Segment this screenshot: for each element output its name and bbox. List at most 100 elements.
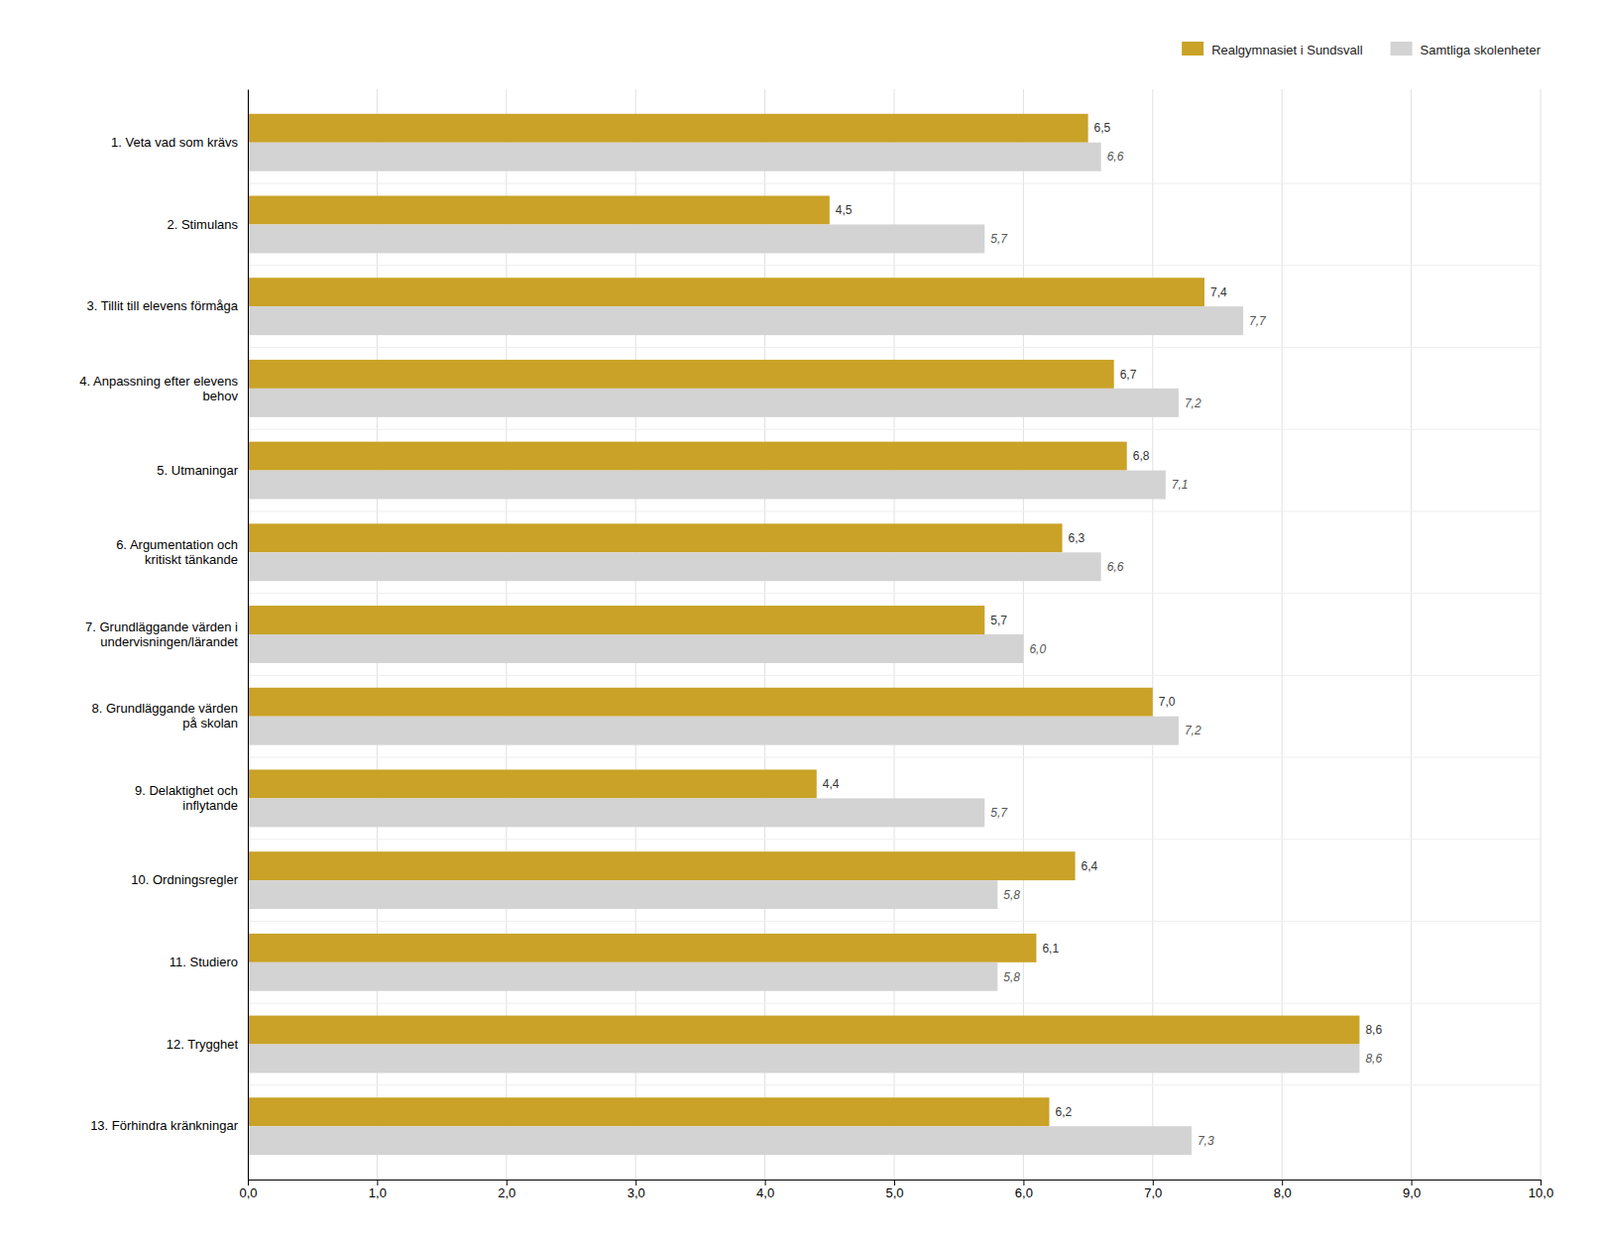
bar	[247, 798, 985, 827]
bar-series	[247, 114, 1360, 1127]
y-tick: 12. Trygghet	[166, 1036, 248, 1052]
x-tick: 1,0	[368, 1179, 387, 1201]
bar	[247, 1016, 1360, 1045]
bar	[247, 196, 830, 226]
data-label: 7,2	[1184, 723, 1202, 738]
y-tick: 9. Delaktighet ochinflytande	[134, 783, 248, 813]
data-label: 5,7	[990, 231, 1009, 246]
data-label: 7,7	[1249, 314, 1267, 329]
bar	[247, 470, 1166, 500]
bar	[247, 552, 1102, 581]
bars	[247, 114, 1360, 1155]
data-label: 6,1	[1041, 941, 1059, 956]
x-tick: 6,0	[1015, 1179, 1033, 1201]
bar	[247, 442, 1128, 471]
y-tick: 11. Studiero	[169, 954, 248, 970]
x-tick-label: 5,0	[885, 1185, 904, 1201]
separator	[247, 757, 1541, 759]
data-label: 7,4	[1210, 285, 1228, 300]
data-label: 6,6	[1107, 560, 1125, 574]
y-axis: 13. Förhindra kränkningar12. Trygghet11.…	[79, 90, 248, 1181]
bar	[247, 523, 1063, 553]
y-tick-label: 10. Ordningsregler	[130, 872, 238, 888]
data-labels: 6,28,66,16,44,47,05,76,36,86,77,44,56,57…	[822, 120, 1383, 1147]
separator	[247, 675, 1541, 677]
x-tick: 0,0	[238, 1179, 257, 1201]
bar	[247, 277, 1205, 307]
separator	[247, 183, 1541, 185]
grid	[247, 89, 1541, 1180]
x-tick: 3,0	[627, 1179, 646, 1201]
x-tick-label: 7,0	[1143, 1185, 1162, 1201]
x-tick-label: 1,0	[368, 1185, 387, 1201]
bar	[247, 962, 998, 992]
separator	[247, 510, 1541, 512]
y-tick: 8. Grundläggande värdenpå skolan	[92, 700, 248, 731]
data-label: 4,5	[835, 203, 853, 218]
separator	[247, 920, 1541, 922]
bar	[247, 769, 817, 799]
x-tick-mark	[1540, 1179, 1542, 1186]
y-tick-label: 7. Grundläggande värden iundervisningen/…	[85, 619, 238, 650]
separator	[247, 346, 1541, 348]
y-tick: 10. Ordningsregler	[130, 872, 248, 888]
bar	[247, 851, 1076, 881]
bar-series	[247, 142, 1360, 1155]
y-axis-line	[247, 90, 249, 1181]
data-label: 5,7	[990, 613, 1008, 628]
y-tick-label: 8. Grundläggande värdenpå skolan	[92, 700, 238, 731]
data-label: 5,8	[1003, 970, 1021, 985]
separator	[247, 1084, 1541, 1086]
x-tick-label: 2,0	[497, 1185, 516, 1201]
y-tick-label: 1. Veta vad som krävs	[111, 134, 238, 150]
legend-swatch	[1390, 41, 1413, 56]
x-tick-mark	[765, 1179, 767, 1186]
bar	[247, 880, 998, 910]
bar	[247, 306, 1244, 336]
grid-line	[247, 89, 249, 1180]
data-label: 5,8	[1003, 888, 1021, 903]
data-label: 6,8	[1133, 449, 1150, 463]
x-tick-mark	[376, 1179, 378, 1186]
x-tick: 9,0	[1402, 1179, 1421, 1201]
data-label: 6,4	[1081, 859, 1099, 874]
x-tick: 10,0	[1528, 1179, 1554, 1201]
legend-label: Samtliga skolenheter	[1420, 42, 1542, 58]
x-axis-line	[248, 1180, 1542, 1187]
plot: 6,28,66,16,44,47,05,76,36,86,77,44,56,57…	[79, 89, 1554, 1201]
data-label: 6,0	[1028, 642, 1046, 657]
legend-swatch	[1181, 41, 1204, 56]
y-tick-label: 5. Utmaningar	[156, 462, 238, 478]
data-label: 8,6	[1365, 1023, 1382, 1037]
x-tick-label: 8,0	[1273, 1185, 1292, 1201]
grid-line	[1410, 89, 1412, 1180]
data-label: 8,6	[1365, 1051, 1382, 1066]
x-tick-label: 9,0	[1402, 1185, 1421, 1201]
legend-label: Realgymnasiet i Sundsvall	[1211, 42, 1364, 58]
x-tick: 5,0	[885, 1179, 904, 1201]
data-label: 7,0	[1158, 694, 1176, 709]
y-tick-label: 9. Delaktighet ochinflytande	[134, 783, 238, 813]
data-label: 6,3	[1068, 531, 1086, 546]
y-tick: 3. Tillit till elevens förmåga	[87, 298, 248, 314]
x-tick-mark	[1152, 1179, 1154, 1186]
legend-item: Samtliga skolenheter	[1390, 41, 1542, 58]
data-label: 6,2	[1054, 1105, 1072, 1120]
separator	[247, 429, 1541, 431]
separator	[247, 264, 1541, 266]
bar	[247, 716, 1179, 746]
bar	[247, 114, 1089, 143]
separator	[247, 592, 1541, 594]
x-tick-mark	[894, 1179, 896, 1186]
y-tick-label: 12. Trygghet	[166, 1036, 239, 1052]
x-tick: 2,0	[497, 1179, 516, 1201]
x-tick: 8,0	[1273, 1179, 1292, 1201]
x-tick-mark	[1023, 1179, 1025, 1186]
bar	[247, 142, 1102, 172]
y-tick: 5. Utmaningar	[156, 462, 248, 478]
y-tick: 2. Stimulans	[166, 217, 248, 232]
data-label: 6,5	[1094, 120, 1112, 135]
legend-item: Realgymnasiet i Sundsvall	[1181, 41, 1364, 58]
data-label: 7,2	[1184, 396, 1202, 411]
y-tick-label: 6. Argumentation ochkritiskt tänkande	[115, 537, 238, 568]
